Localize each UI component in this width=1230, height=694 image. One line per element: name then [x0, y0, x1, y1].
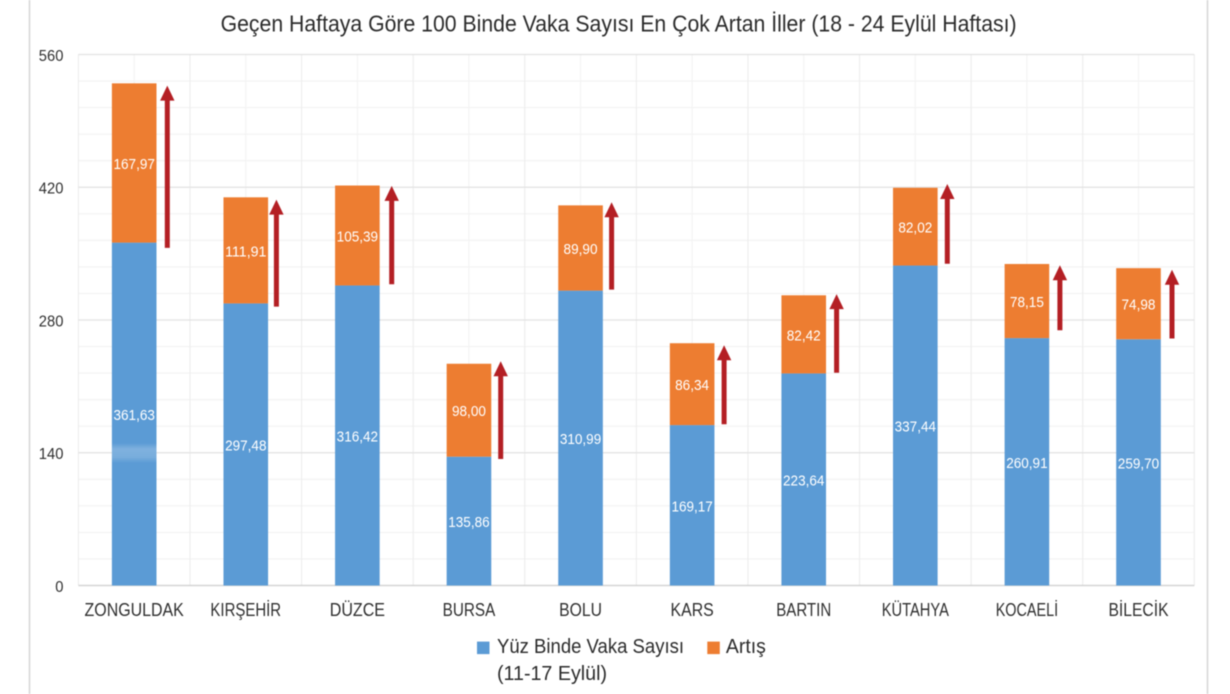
svg-text:223,64: 223,64	[783, 473, 824, 489]
svg-text:260,91: 260,91	[1006, 456, 1047, 472]
svg-text:Geçen Haftaya Göre 100 Binde V: Geçen Haftaya Göre 100 Binde Vaka Sayısı…	[221, 11, 1017, 37]
svg-text:105,39: 105,39	[337, 230, 378, 246]
svg-text:78,15: 78,15	[1010, 295, 1044, 311]
svg-text:135,86: 135,86	[448, 515, 489, 531]
svg-text:Artış: Artış	[726, 635, 766, 658]
svg-text:361,63: 361,63	[113, 408, 154, 424]
svg-text:111,91: 111,91	[225, 244, 266, 260]
svg-text:DÜZCE: DÜZCE	[330, 600, 385, 620]
svg-text:KOCAELİ: KOCAELİ	[996, 600, 1058, 620]
svg-text:140: 140	[39, 446, 64, 463]
svg-text:337,44: 337,44	[895, 420, 936, 436]
svg-text:KÜTAHYA: KÜTAHYA	[882, 600, 949, 620]
svg-text:560: 560	[39, 48, 64, 65]
svg-text:259,70: 259,70	[1118, 456, 1159, 472]
svg-text:89,90: 89,90	[564, 242, 598, 258]
svg-text:86,34: 86,34	[675, 378, 709, 394]
svg-text:(11-17 Eylül): (11-17 Eylül)	[497, 662, 607, 685]
svg-text:82,02: 82,02	[898, 221, 932, 237]
svg-text:420: 420	[39, 181, 64, 198]
svg-text:0: 0	[55, 579, 63, 596]
svg-text:310,99: 310,99	[560, 432, 601, 448]
svg-text:280: 280	[39, 313, 64, 330]
svg-text:BİLECİK: BİLECİK	[1109, 600, 1169, 620]
svg-text:167,97: 167,97	[113, 157, 154, 173]
svg-text:Yüz Binde Vaka Sayısı: Yüz Binde Vaka Sayısı	[497, 635, 684, 658]
svg-text:BURSA: BURSA	[443, 600, 496, 620]
svg-text:297,48: 297,48	[225, 438, 266, 454]
svg-text:82,42: 82,42	[787, 328, 821, 344]
svg-text:BARTIN: BARTIN	[776, 600, 831, 620]
svg-text:316,42: 316,42	[337, 429, 378, 445]
svg-text:98,00: 98,00	[452, 404, 486, 420]
svg-text:BOLU: BOLU	[559, 600, 602, 620]
svg-text:KARS: KARS	[671, 600, 714, 620]
svg-text:KIRŞEHİR: KIRŞEHİR	[210, 600, 281, 620]
svg-text:74,98: 74,98	[1122, 298, 1156, 314]
svg-text:169,17: 169,17	[671, 499, 712, 515]
svg-text:ZONGULDAK: ZONGULDAK	[85, 600, 184, 620]
